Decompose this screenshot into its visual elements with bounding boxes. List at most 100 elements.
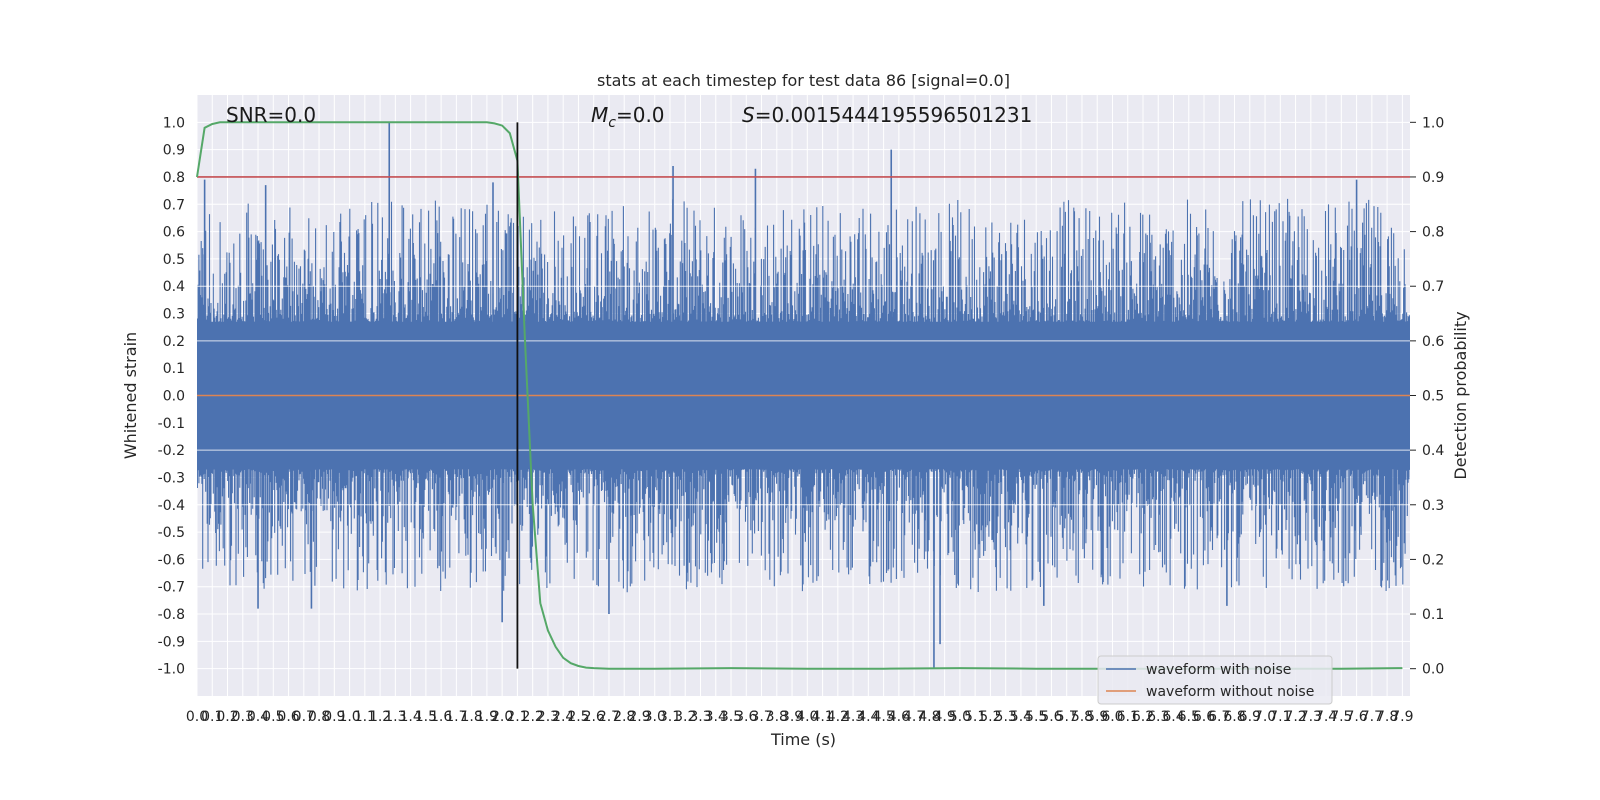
- x-tick-label: 1.5: [415, 709, 437, 725]
- x-tick-label: 4.2: [827, 709, 849, 725]
- y-axis-left-ticks: 1.0 0.9 0.8 0.7 0.6 0.5 0.4 0.3 0.2 0.1 0.0 -0.1 -0.…: [158, 115, 185, 677]
- x-tick-label: 6.5: [1178, 709, 1200, 725]
- y-right-tick-label: 0.0: [1422, 662, 1444, 678]
- y-left-tick-label: -0.8: [158, 607, 185, 623]
- series-detection-probability: [196, 121, 1403, 670]
- x-tick-label: 0.2: [216, 709, 238, 725]
- y-axis-right-ticks: 1.0 0.9 0.8 0.7 0.6 0.5 0.4 0.3 0.2 0.1 0.0: [1410, 115, 1444, 678]
- x-tick-label: 6.0: [1101, 709, 1123, 725]
- x-tick-label: 5.9: [1086, 709, 1108, 725]
- x-tick-label: 7.0: [1254, 709, 1276, 725]
- x-tick-label: 1.4: [399, 709, 421, 725]
- x-tick-label: 7.7: [1361, 709, 1383, 725]
- x-tick-label: 3.9: [781, 709, 803, 725]
- x-tick-label: 4.1: [811, 709, 833, 725]
- x-tick-label: 2.7: [598, 709, 620, 725]
- x-tick-label: 7.4: [1315, 709, 1337, 725]
- x-tick-label: 0.6: [277, 709, 299, 725]
- y-left-tick-label: 0.5: [163, 252, 185, 268]
- x-tick-label: 5.2: [979, 709, 1001, 725]
- annotation-s: S=0.0015444195596501231: [742, 103, 1032, 127]
- y-left-tick-label: -1.0: [158, 662, 185, 678]
- x-tick-label: 6.9: [1239, 709, 1261, 725]
- legend: waveform with noise waveform without noi…: [1097, 655, 1333, 705]
- x-tick-label: 2.4: [552, 709, 574, 725]
- y-right-tick-label: 0.7: [1422, 279, 1444, 295]
- x-tick-label: 2.3: [537, 709, 559, 725]
- y-right-tick-label: 0.5: [1422, 389, 1444, 405]
- x-tick-label: 1.8: [461, 709, 483, 725]
- y-left-tick-label: 0.7: [163, 197, 185, 213]
- x-tick-label: 7.8: [1376, 709, 1398, 725]
- x-tick-label: 2.6: [583, 709, 605, 725]
- x-tick-label: 6.3: [1147, 709, 1169, 725]
- y-left-tick-label: 0.4: [163, 279, 185, 295]
- x-tick-label: 0.8: [308, 709, 330, 725]
- x-tick-label: 5.5: [1025, 709, 1047, 725]
- x-tick-label: 5.3: [995, 709, 1017, 725]
- x-tick-label: 1.2: [369, 709, 391, 725]
- x-tick-label: 6.6: [1193, 709, 1215, 725]
- x-tick-label: 5.0: [949, 709, 971, 725]
- annotation-chirp-mass: Mc=0.0: [591, 103, 665, 131]
- x-tick-label: 3.4: [705, 709, 727, 725]
- x-tick-label: 1.1: [354, 709, 376, 725]
- annotation-mc-symbol: M: [591, 103, 608, 127]
- x-tick-label: 0.3: [232, 709, 254, 725]
- annotation-mc-value: =0.0: [616, 103, 665, 127]
- y-left-tick-label: 0.0: [163, 389, 185, 405]
- annotation-s-value: =0.0015444195596501231: [755, 103, 1033, 127]
- y-right-tick-label: 0.4: [1422, 443, 1444, 459]
- y-right-tick-label: 0.1: [1422, 607, 1444, 623]
- y-axis-right-label: Detection probability: [1451, 311, 1470, 479]
- x-tick-label: 5.1: [964, 709, 986, 725]
- y-right-tick-label: 0.9: [1422, 170, 1444, 186]
- chart-title: stats at each timestep for test data 86 …: [597, 71, 1010, 90]
- y-left-tick-label: -0.4: [158, 498, 185, 514]
- x-tick-label: 5.8: [1071, 709, 1093, 725]
- x-tick-label: 0.7: [293, 709, 315, 725]
- x-tick-label: 3.3: [689, 709, 711, 725]
- y-right-tick-label: 0.8: [1422, 225, 1444, 241]
- x-tick-label: 2.8: [613, 709, 635, 725]
- x-axis-label: Time (s): [770, 730, 836, 749]
- x-tick-label: 4.8: [918, 709, 940, 725]
- legend-box: [1097, 655, 1333, 705]
- annotation-mc-subscript: c: [608, 115, 616, 131]
- x-tick-label: 1.3: [384, 709, 406, 725]
- x-tick-label: 0.4: [247, 709, 269, 725]
- x-tick-label: 3.6: [735, 709, 757, 725]
- x-axis-ticks: 0.00.10.20.30.40.50.60.70.80.91.01.11.21…: [186, 709, 1414, 725]
- x-tick-label: 7.6: [1345, 709, 1367, 725]
- y-left-tick-label: -0.3: [158, 470, 185, 486]
- y-left-tick-label: 0.8: [163, 170, 185, 186]
- y-left-tick-label: -0.2: [158, 443, 185, 459]
- y-left-tick-label: 0.9: [163, 143, 185, 159]
- x-tick-label: 2.9: [628, 709, 650, 725]
- x-tick-label: 1.7: [445, 709, 467, 725]
- y-axis-left-label: Whitened strain: [121, 332, 140, 459]
- x-tick-label: 1.9: [476, 709, 498, 725]
- y-left-tick-label: 0.3: [163, 307, 185, 323]
- x-tick-label: 6.1: [1117, 709, 1139, 725]
- y-left-tick-label: 1.0: [163, 115, 185, 131]
- x-tick-label: 4.0: [796, 709, 818, 725]
- x-tick-label: 0.0: [186, 709, 208, 725]
- x-tick-label: 6.7: [1208, 709, 1230, 725]
- x-tick-label: 3.8: [766, 709, 788, 725]
- x-tick-label: 3.7: [750, 709, 772, 725]
- y-left-tick-label: -0.1: [158, 416, 185, 432]
- y-left-tick-label: 0.6: [163, 225, 185, 241]
- x-tick-label: 7.2: [1284, 709, 1306, 725]
- x-tick-label: 4.3: [842, 709, 864, 725]
- x-tick-label: 4.6: [888, 709, 910, 725]
- y-right-tick-label: 0.6: [1422, 334, 1444, 350]
- x-tick-label: 7.3: [1300, 709, 1322, 725]
- y-left-tick-label: -0.5: [158, 525, 185, 541]
- y-right-tick-label: 0.3: [1422, 498, 1444, 514]
- y-left-tick-label: 0.2: [163, 334, 185, 350]
- x-tick-label: 4.5: [872, 709, 894, 725]
- x-tick-label: 1.6: [430, 709, 452, 725]
- annotation-snr: SNR=0.0: [226, 103, 316, 127]
